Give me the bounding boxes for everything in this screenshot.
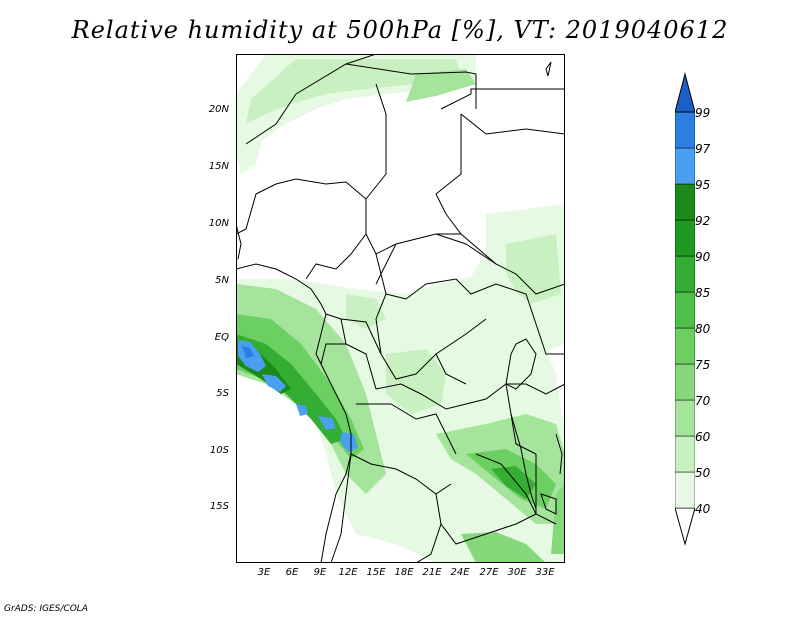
colorbar-swatch-97-99: [674, 111, 696, 149]
colorbar-label-50: 50: [695, 466, 711, 480]
lon-label-24e: 24E: [450, 567, 470, 578]
lat-label-5n: 5N: [215, 275, 229, 286]
colorbar-label-40: 40: [695, 502, 711, 516]
colorbar: [674, 72, 735, 552]
lat-label-15s: 15S: [209, 501, 229, 512]
lon-label-12e: 12E: [338, 567, 358, 578]
colorbar-swatch-80-85: [674, 291, 696, 329]
lon-label-9e: 9E: [313, 567, 327, 578]
lon-label-15e: 15E: [366, 567, 386, 578]
colorbar-label-99: 99: [695, 106, 711, 120]
colorbar-label-80: 80: [695, 322, 711, 336]
lat-label-20n: 20N: [208, 104, 229, 115]
grads-credit: GrADS: IGES/COLA: [4, 604, 88, 614]
colorbar-label-95: 95: [695, 178, 711, 192]
lon-label-27e: 27E: [479, 567, 499, 578]
coastline: [236, 61, 563, 563]
map-frame: [236, 54, 565, 563]
colorbar-swatch-50-60: [674, 435, 696, 473]
colorbar-swatches: [674, 72, 696, 546]
colorbar-label-70: 70: [695, 394, 711, 408]
lon-label-3e: 3E: [257, 567, 271, 578]
colorbar-swatch-90-92: [674, 219, 696, 257]
colorbar-label-97: 97: [695, 142, 711, 156]
humidity-shading: [236, 54, 565, 563]
lon-label-21e: 21E: [422, 567, 442, 578]
colorbar-label-60: 60: [695, 430, 711, 444]
colorbar-label-75: 75: [695, 358, 711, 372]
map-plot-area: [236, 54, 565, 563]
colorbar-bottom-triangle: [674, 507, 696, 546]
humidity-map: [236, 54, 565, 563]
lat-label-eq: EQ: [214, 332, 229, 343]
lon-label-6e: 6E: [285, 567, 299, 578]
colorbar-swatch-70-75: [674, 363, 696, 401]
lon-label-33e: 33E: [535, 567, 555, 578]
colorbar-swatch-92-95: [674, 183, 696, 221]
lon-label-30e: 30E: [507, 567, 527, 578]
colorbar-top-triangle: [674, 72, 696, 113]
map-title: Relative humidity at 500hPa [%], VT: 201…: [71, 16, 729, 44]
colorbar-label-85: 85: [695, 286, 711, 300]
colorbar-swatch-85-90: [674, 255, 696, 293]
lat-label-5s: 5S: [216, 388, 229, 399]
colorbar-swatch-40-50: [674, 471, 696, 509]
colorbar-swatch-60-70: [674, 399, 696, 437]
colorbar-label-90: 90: [695, 250, 711, 264]
country-boundaries: [236, 54, 565, 563]
lat-label-10n: 10N: [208, 218, 229, 229]
lat-label-15n: 15N: [208, 161, 229, 172]
colorbar-swatch-75-80: [674, 327, 696, 365]
colorbar-swatch-95-97: [674, 147, 696, 185]
lat-label-10s: 10S: [209, 445, 229, 456]
lon-label-18e: 18E: [394, 567, 414, 578]
colorbar-label-92: 92: [695, 214, 711, 228]
